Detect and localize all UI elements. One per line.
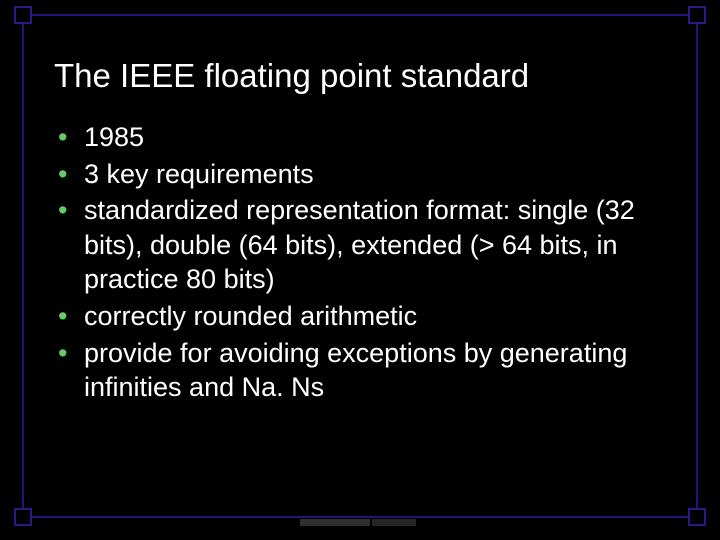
corner-box-bottom-left [14, 508, 32, 526]
bullet-item: correctly rounded arithmetic [54, 299, 672, 334]
bullet-item: provide for avoiding exceptions by gener… [54, 336, 672, 405]
slide-title: The IEEE floating point standard [54, 58, 672, 94]
bullet-list: 1985 3 key requirements standardized rep… [54, 120, 672, 404]
footer-decoration [372, 519, 416, 526]
corner-box-top-left [14, 6, 32, 24]
corner-box-bottom-right [688, 508, 706, 526]
bullet-item: 1985 [54, 120, 672, 155]
bullet-item: standardized representation format: sing… [54, 193, 672, 297]
slide-content: The IEEE floating point standard 1985 3 … [54, 58, 672, 492]
bullet-item: 3 key requirements [54, 157, 672, 192]
corner-box-top-right [688, 6, 706, 24]
footer-decoration [300, 519, 370, 526]
